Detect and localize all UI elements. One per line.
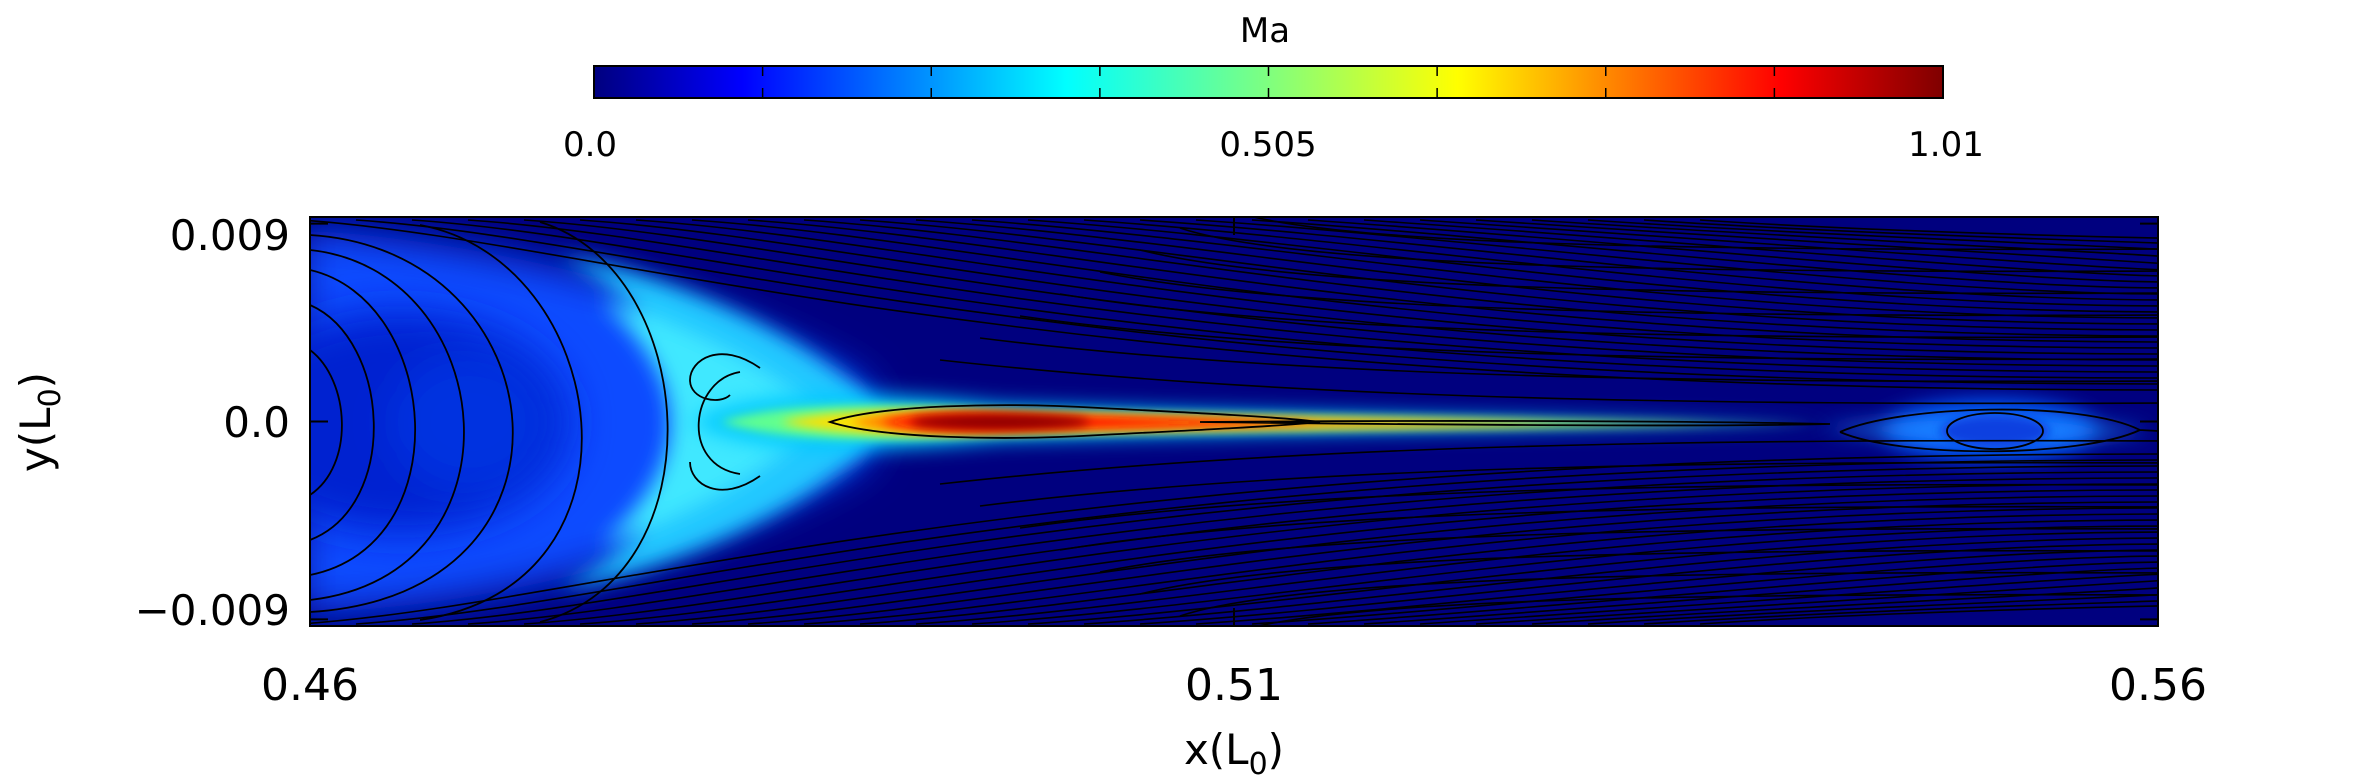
streamline-upper [1195, 219, 2158, 295]
streamline-upper [1363, 219, 2158, 277]
streamline-lower [1059, 505, 2158, 551]
plasmoid-contour [1946, 412, 2044, 450]
streamline-lower [1019, 483, 2158, 529]
left-arc-6 [419, 224, 583, 621]
streamline-upper [579, 219, 2158, 361]
streamline-upper [971, 219, 2158, 319]
streamline-upper [1587, 219, 2158, 250]
y-tick-label-bottom: −0.009 [135, 586, 290, 635]
streamline-upper [1699, 219, 2158, 239]
lobe-inner [697, 371, 741, 475]
y-axis-label: y(L0) [11, 372, 68, 472]
separatrix-lines [310, 221, 2158, 623]
streamline-upper [915, 219, 2158, 325]
streamline-upper [467, 219, 2158, 373]
left-arc-7 [539, 221, 669, 623]
colorbar-ticks [761, 66, 1776, 98]
streamline-upper [355, 219, 2158, 385]
streamline-upper [411, 219, 2158, 379]
streamline-lower [971, 525, 2158, 625]
streamline-lower [1307, 561, 2158, 625]
streamline-lower [1179, 571, 2158, 617]
jet-core [910, 414, 1090, 430]
streamline-upper [747, 219, 2158, 343]
lobe-contour [689, 353, 761, 491]
left-arc-3 [310, 269, 416, 576]
field-left-lobe [310, 312, 570, 532]
streamline-upper [310, 219, 2158, 391]
streamline-lower [635, 489, 2158, 625]
colorbar-tick-label-mid: 0.505 [1219, 125, 1316, 165]
streamline-lower [1083, 537, 2158, 625]
streamline-lower [747, 501, 2158, 625]
streamline-upper [1250, 217, 2158, 251]
streamline-lower [1139, 549, 2158, 595]
streamline-lower [1419, 573, 2158, 625]
y-tick-label-top: 0.009 [170, 211, 290, 260]
streamline-lower [1251, 555, 2158, 625]
streamline-lower [355, 459, 2158, 625]
streamline-upper [1059, 293, 2158, 339]
left-arc-5 [310, 234, 514, 613]
streamline-lower [1587, 594, 2158, 625]
y-tick-label-zero: 0.0 [223, 398, 290, 447]
streamline-upper [1179, 227, 2158, 273]
y-axis: 0.009 0.0 −0.009 y(L0) [11, 211, 290, 635]
sheet-contour [1199, 420, 1831, 427]
streamline-lower [1027, 531, 2158, 625]
streamline-upper [1139, 249, 2158, 295]
streamline-lower [691, 495, 2158, 625]
streamline-lower [979, 461, 2158, 507]
streamlines [310, 217, 2158, 626]
streamline-lower [1254, 593, 2158, 626]
streamline-lower [1195, 549, 2158, 625]
streamline-upper [635, 219, 2158, 355]
streamline-upper [1307, 219, 2158, 283]
colorbar-title: Ma [1240, 11, 1290, 51]
streamline-upper [1019, 315, 2158, 361]
streamline-lower [1099, 527, 2158, 573]
left-arc-4 [310, 249, 465, 601]
x-tick-label-left: 0.46 [261, 660, 359, 711]
colorbar-tick-label-max: 1.01 [1908, 125, 1984, 165]
plot-area [310, 217, 2158, 626]
streamline-lower [1531, 587, 2158, 625]
streamline-lower [579, 483, 2158, 625]
x-axis: 0.46 0.51 0.56 x(L0) [261, 660, 2207, 782]
left-arc-2 [310, 304, 375, 541]
streamline-upper [803, 219, 2158, 337]
streamline-lower [1699, 605, 2158, 625]
streamline-upper [1099, 271, 2158, 317]
streamline-upper [939, 359, 2158, 405]
axis-ticks [309, 217, 2159, 626]
x-axis-label: x(L0) [1184, 725, 1284, 782]
x-tick-label-mid: 0.51 [1185, 660, 1283, 711]
streamline-upper [979, 337, 2158, 383]
streamline-lower [915, 519, 2158, 625]
streamline-lower [803, 507, 2158, 625]
streamline-upper [1419, 219, 2158, 271]
plasmoid-core [1940, 415, 2050, 447]
colorbar: Ma 0.0 0.505 1.01 [563, 11, 1984, 165]
streamline-lower [1643, 600, 2158, 625]
left-arc-1 [310, 349, 343, 496]
streamline-upper [1643, 219, 2158, 244]
streamline-lower [939, 439, 2158, 485]
streamline-upper [1083, 219, 2158, 307]
streamline-upper [691, 219, 2158, 349]
streamline-lower [310, 453, 2158, 625]
streamline-lower [411, 465, 2158, 625]
streamline-upper [1531, 219, 2158, 257]
streamline-upper [859, 219, 2158, 331]
streamline-upper [1027, 219, 2158, 313]
colorbar-tick-label-min: 0.0 [563, 125, 617, 165]
streamline-upper [1251, 219, 2158, 289]
streamline-lower [1363, 567, 2158, 625]
streamline-lower [859, 513, 2158, 625]
streamline-lower [467, 471, 2158, 625]
x-tick-label-right: 0.56 [2109, 660, 2207, 711]
plasmoid-separatrix [1839, 408, 2158, 453]
